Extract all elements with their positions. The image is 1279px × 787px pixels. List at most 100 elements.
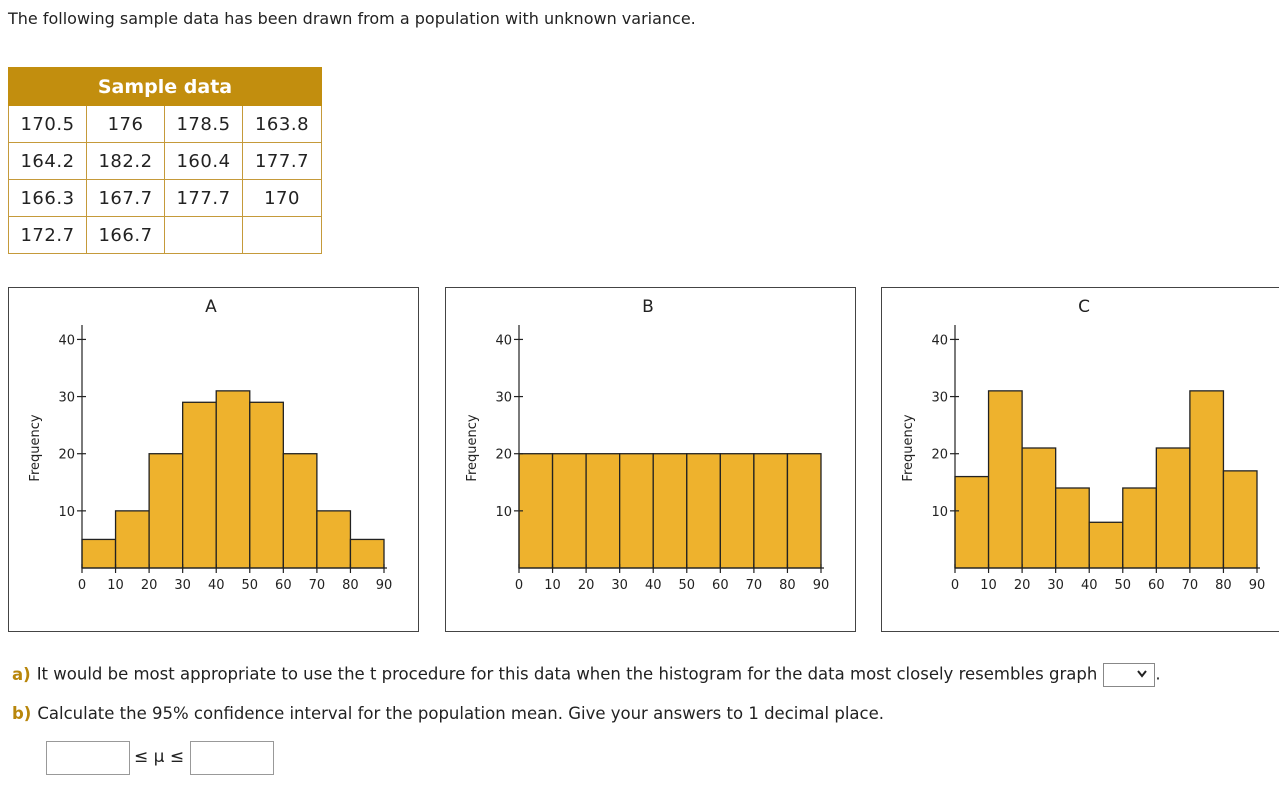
histogram-bar bbox=[786, 453, 822, 569]
x-tick-label: 50 bbox=[1115, 578, 1132, 593]
histogram-svg: C Frequency 10 20 30 40 0 10 20 30 40 50 60 70 80 90 bbox=[901, 297, 1266, 593]
table-cell: 164.2 bbox=[8, 142, 87, 180]
histogram-bar bbox=[987, 390, 1023, 569]
y-axis-label: Frequency bbox=[28, 414, 43, 481]
chevron-down-icon bbox=[1136, 665, 1148, 687]
histogram-bar bbox=[719, 453, 755, 569]
chart-title: C bbox=[1078, 297, 1090, 317]
table-cell: 170 bbox=[242, 179, 322, 217]
y-tick-label: 10 bbox=[495, 505, 512, 520]
histogram-bar bbox=[686, 453, 721, 569]
x-tick-label: 20 bbox=[141, 578, 158, 593]
histogram-bar bbox=[1055, 487, 1090, 569]
y-tick-label: 20 bbox=[931, 448, 948, 463]
x-tick-label: 60 bbox=[1148, 578, 1165, 593]
histogram-b: B Frequency 10 20 30 40 0 10 20 30 40 50 60 70 80 90 bbox=[445, 287, 856, 632]
histogram-svg: A Frequency 10 20 30 40 0 10 20 30 40 50 60 70 80 90 bbox=[28, 297, 392, 593]
table-cell: 166.7 bbox=[86, 216, 165, 254]
histogram-bar bbox=[954, 475, 990, 569]
question-b-label: b) bbox=[12, 704, 32, 723]
y-axis-label: Frequency bbox=[465, 414, 480, 481]
x-tick-label: 60 bbox=[275, 578, 292, 593]
x-tick-label: 90 bbox=[813, 578, 830, 593]
histogram-bar bbox=[148, 453, 184, 569]
y-tick-label: 10 bbox=[931, 505, 948, 520]
histogram-bar bbox=[1122, 487, 1157, 569]
table-row: 170.5 176 178.5 163.8 bbox=[8, 105, 322, 143]
x-tick-label: 40 bbox=[645, 578, 662, 593]
histogram-bar bbox=[1189, 390, 1225, 569]
table-cell: 177.7 bbox=[164, 179, 243, 217]
table-row: 172.7 166.7 bbox=[8, 216, 322, 254]
y-tick-label: 30 bbox=[931, 391, 948, 406]
histogram-bar bbox=[551, 453, 587, 569]
question-a-period: . bbox=[1155, 664, 1161, 684]
histogram-bar bbox=[182, 401, 217, 569]
histogram-svg: B Frequency 10 20 30 40 0 10 20 30 40 50 60 70 80 90 bbox=[465, 297, 830, 593]
y-tick-label: 20 bbox=[58, 448, 75, 463]
lower-bound-input[interactable] bbox=[46, 741, 130, 775]
x-tick-label: 60 bbox=[712, 578, 729, 593]
table-cell: 176 bbox=[86, 105, 165, 143]
histogram-bar bbox=[81, 538, 117, 569]
x-tick-label: 70 bbox=[1182, 578, 1199, 593]
y-tick-label: 30 bbox=[58, 391, 75, 406]
x-tick-label: 10 bbox=[980, 578, 997, 593]
histogram-bar bbox=[249, 401, 284, 569]
x-tick-label: 0 bbox=[951, 578, 959, 593]
histogram-bar bbox=[585, 453, 621, 569]
table-cell: 182.2 bbox=[86, 142, 165, 180]
y-tick-label: 40 bbox=[58, 333, 75, 348]
x-tick-label: 0 bbox=[515, 578, 523, 593]
x-tick-label: 10 bbox=[544, 578, 561, 593]
question-a: a) It would be most appropriate to use th… bbox=[12, 663, 1161, 687]
chart-title: A bbox=[205, 297, 217, 317]
histogram-bar bbox=[619, 453, 654, 569]
chart-title: B bbox=[642, 297, 654, 317]
x-tick-label: 90 bbox=[1249, 578, 1266, 593]
question-b: b) Calculate the 95% confidence interval … bbox=[12, 704, 884, 723]
y-axis-label: Frequency bbox=[901, 414, 916, 481]
upper-bound-input[interactable] bbox=[190, 741, 274, 775]
histogram-bar bbox=[282, 453, 318, 569]
x-tick-label: 30 bbox=[174, 578, 191, 593]
x-tick-label: 40 bbox=[1081, 578, 1098, 593]
histogram-bar bbox=[1088, 521, 1124, 569]
question-a-label: a) bbox=[12, 664, 31, 684]
question-b-text: Calculate the 95% confidence interval fo… bbox=[37, 704, 885, 723]
x-tick-label: 80 bbox=[342, 578, 359, 593]
histogram-a: A Frequency 10 20 30 40 0 10 20 30 40 50 60 70 80 90 bbox=[8, 287, 419, 632]
inequality-mu: ≤ μ ≤ bbox=[134, 747, 185, 767]
x-tick-label: 10 bbox=[107, 578, 124, 593]
x-tick-label: 50 bbox=[242, 578, 259, 593]
y-tick-label: 30 bbox=[495, 391, 512, 406]
y-tick-label: 40 bbox=[931, 333, 948, 348]
intro-text: The following sample data has been drawn… bbox=[8, 9, 696, 28]
histogram-bar bbox=[316, 510, 352, 569]
histogram-c: C Frequency 10 20 30 40 0 10 20 30 40 50 60 70 80 90 bbox=[881, 287, 1279, 632]
x-tick-label: 40 bbox=[208, 578, 225, 593]
x-tick-label: 30 bbox=[1047, 578, 1064, 593]
x-tick-label: 70 bbox=[746, 578, 763, 593]
x-tick-label: 20 bbox=[1014, 578, 1031, 593]
table-cell: 163.8 bbox=[242, 105, 322, 143]
x-tick-label: 80 bbox=[1215, 578, 1232, 593]
histogram-bar bbox=[1021, 447, 1057, 569]
table-cell: 166.3 bbox=[8, 179, 87, 217]
table-row: 164.2 182.2 160.4 177.7 bbox=[8, 142, 322, 180]
x-tick-label: 80 bbox=[779, 578, 796, 593]
sample-data-table: Sample data 170.5 176 178.5 163.8 164.2 182.2… bbox=[8, 67, 322, 254]
histogram-bar bbox=[349, 538, 385, 569]
histogram-bar bbox=[518, 453, 554, 569]
question-a-text: It would be most appropriate to use the … bbox=[36, 664, 1098, 684]
histogram-bar bbox=[114, 510, 150, 569]
x-tick-label: 0 bbox=[78, 578, 86, 593]
table-cell bbox=[164, 216, 243, 254]
table-row: 166.3 167.7 177.7 170 bbox=[8, 179, 322, 217]
table-cell: 170.5 bbox=[8, 105, 87, 143]
y-tick-label: 20 bbox=[495, 448, 512, 463]
table-cell: 167.7 bbox=[86, 179, 165, 217]
table-cell: 177.7 bbox=[242, 142, 322, 180]
histogram-bar bbox=[215, 390, 251, 569]
graph-select-dropdown[interactable] bbox=[1103, 663, 1156, 687]
